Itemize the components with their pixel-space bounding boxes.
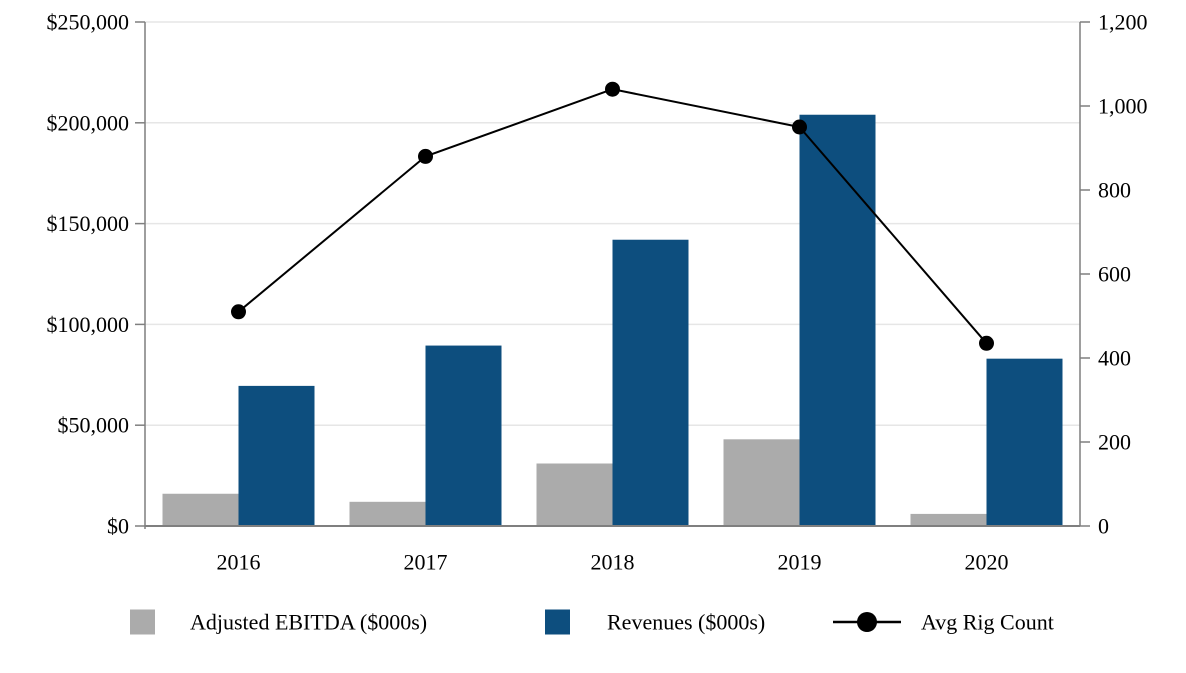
rig-count-point-2016 — [231, 304, 246, 320]
right-axis-tick-label: 400 — [1098, 346, 1131, 371]
right-axis-tick-label: 1,000 — [1098, 94, 1148, 119]
ebitda-bar-2020 — [910, 513, 987, 526]
revenues-bar-2019 — [799, 114, 876, 527]
revenues-bar-2016 — [238, 385, 315, 526]
right-axis-tick-label: 0 — [1098, 514, 1109, 539]
legend-ebitda-label: Adjusted EBITDA ($000s) — [190, 610, 427, 635]
rig-count-point-2017 — [418, 148, 433, 164]
legend-revenues-swatch — [545, 609, 570, 635]
left-axis-tick-label: $50,000 — [58, 413, 130, 438]
rig-count-point-2018 — [605, 81, 620, 97]
x-axis-label: 2020 — [965, 550, 1009, 575]
legend-rig-count-label: Avg Rig Count — [921, 610, 1054, 635]
revenues-bar-2018 — [612, 239, 689, 526]
revenues-bar-2020 — [986, 358, 1063, 526]
revenues-bar-2017 — [425, 345, 502, 526]
x-axis-label: 2016 — [217, 550, 261, 575]
left-axis-tick-label: $200,000 — [47, 110, 130, 135]
rig-count-point-2019 — [792, 119, 807, 135]
x-axis-label: 2018 — [591, 550, 635, 575]
right-axis-tick-label: 800 — [1098, 178, 1131, 203]
left-axis-tick-label: $250,000 — [47, 10, 130, 35]
right-axis-tick-label: 200 — [1098, 430, 1131, 455]
ebitda-bar-2018 — [536, 463, 613, 526]
left-axis-tick-label: $100,000 — [47, 312, 130, 337]
right-axis-tick-label: 600 — [1098, 262, 1131, 287]
legend-rig-count-dot-marker — [857, 612, 877, 632]
legend-ebitda-swatch — [130, 609, 155, 635]
ebitda-bar-2017 — [349, 501, 426, 526]
left-axis-tick-label: $0 — [107, 514, 129, 539]
x-axis-label: 2019 — [778, 550, 822, 575]
left-axis-tick-label: $150,000 — [47, 211, 130, 236]
ebitda-bar-2016 — [162, 493, 239, 526]
ebitda-bar-2019 — [723, 439, 800, 526]
legend-revenues-label: Revenues ($000s) — [607, 610, 765, 635]
x-axis-label: 2017 — [404, 550, 448, 575]
right-axis-tick-label: 1,200 — [1098, 10, 1148, 35]
rig-count-point-2020 — [979, 335, 994, 351]
